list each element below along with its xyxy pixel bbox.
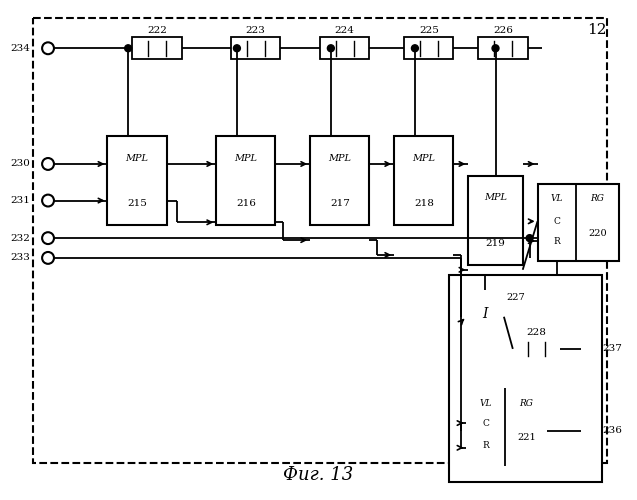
Text: 219: 219 (485, 238, 505, 248)
Text: MPL: MPL (125, 154, 148, 162)
Circle shape (125, 45, 132, 52)
Circle shape (42, 42, 54, 54)
Text: VL: VL (551, 194, 563, 203)
Circle shape (412, 45, 419, 52)
Circle shape (526, 234, 533, 242)
Text: MPL: MPL (412, 154, 435, 162)
Text: R: R (554, 236, 561, 246)
Text: 228: 228 (527, 328, 547, 336)
Bar (538, 184, 619, 261)
Text: C: C (482, 418, 489, 428)
Bar (310, 136, 369, 226)
Text: 215: 215 (127, 199, 147, 208)
Bar (448, 274, 602, 482)
Circle shape (581, 343, 593, 355)
Circle shape (578, 346, 585, 352)
Text: 223: 223 (246, 26, 266, 35)
Circle shape (42, 158, 54, 170)
Text: Фиг. 13: Фиг. 13 (283, 466, 354, 484)
Bar (216, 136, 275, 226)
Text: 227: 227 (506, 293, 525, 302)
Bar (320, 38, 369, 59)
Text: 221: 221 (517, 434, 536, 442)
Bar (513, 339, 561, 359)
Text: RG: RG (590, 194, 605, 203)
Circle shape (492, 45, 499, 52)
Text: 218: 218 (414, 199, 434, 208)
Text: 237: 237 (603, 344, 623, 354)
Circle shape (581, 425, 593, 437)
Text: 231: 231 (10, 196, 30, 205)
Text: R: R (482, 442, 489, 450)
Circle shape (233, 45, 240, 52)
Bar (231, 38, 280, 59)
Text: 225: 225 (419, 26, 439, 35)
Circle shape (42, 252, 54, 264)
Bar (394, 136, 454, 226)
Text: MPL: MPL (328, 154, 351, 162)
Bar (466, 388, 547, 466)
Text: VL: VL (480, 399, 492, 408)
Text: 236: 236 (603, 426, 623, 436)
Text: MPL: MPL (234, 154, 257, 162)
Text: MPL: MPL (484, 193, 507, 202)
Circle shape (327, 45, 334, 52)
Bar (468, 176, 523, 265)
Text: 216: 216 (236, 199, 255, 208)
Text: 232: 232 (10, 234, 30, 242)
Text: RG: RG (519, 399, 533, 408)
Circle shape (42, 194, 54, 206)
Text: 226: 226 (493, 26, 513, 35)
Text: 224: 224 (335, 26, 355, 35)
Text: 230: 230 (10, 160, 30, 168)
Text: C: C (554, 217, 561, 226)
Text: 220: 220 (588, 228, 607, 237)
Text: 12: 12 (587, 24, 606, 38)
Circle shape (42, 232, 54, 244)
Text: 233: 233 (10, 254, 30, 262)
Bar (132, 38, 182, 59)
Bar (466, 290, 504, 344)
Bar (478, 38, 527, 59)
Text: 217: 217 (330, 199, 350, 208)
Text: 222: 222 (147, 26, 167, 35)
Bar (404, 38, 454, 59)
Text: 234: 234 (10, 44, 30, 53)
Text: I: I (482, 308, 488, 322)
Bar (108, 136, 167, 226)
